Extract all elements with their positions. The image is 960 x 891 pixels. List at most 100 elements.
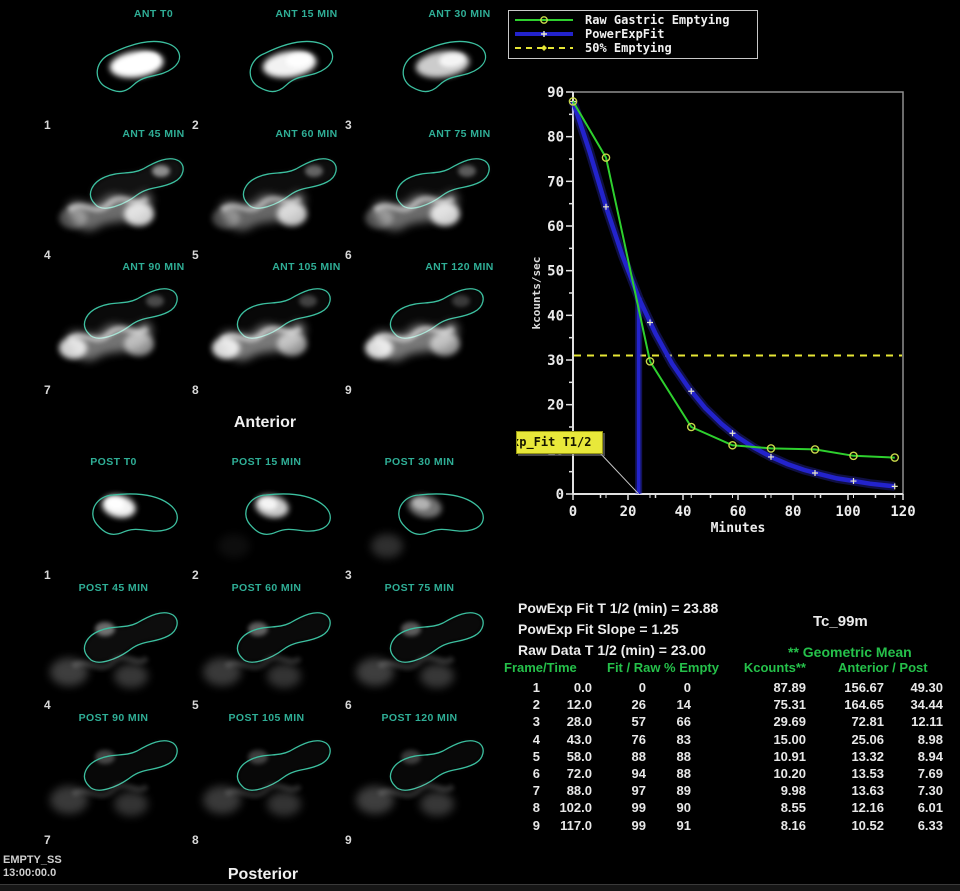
frame-number: 2 (192, 118, 199, 132)
table-cell: 102.0 (559, 800, 592, 816)
t-half-annotation-label: xp_Fit T1/2 (516, 435, 592, 449)
study-footer: EMPTY_SS 13:00:00.0 (3, 854, 62, 880)
table-cell: 88.0 (566, 783, 592, 799)
table-cell: 94 (631, 766, 646, 781)
table-cell: 7 (532, 783, 540, 799)
bowel-activity (356, 654, 456, 688)
study-name: EMPTY_SS (3, 854, 62, 866)
table-cell: 34.44 (910, 697, 943, 713)
y-tick-label: 80 (547, 130, 564, 146)
result-powexp-slope: PowExp Fit Slope = 1.25 (518, 621, 679, 637)
frame-title: POST 30 MIN (384, 456, 455, 468)
fit-data-marker (647, 319, 653, 326)
stomach-roi (402, 40, 487, 93)
frame-number: 5 (192, 698, 199, 712)
bowel-hotspot-left (59, 337, 87, 359)
bowel-loop (67, 195, 150, 213)
annotation-leader-line (599, 452, 640, 495)
table-cell: 43.0 (566, 731, 592, 747)
bowel-activity (356, 782, 456, 816)
frame-number: 6 (345, 698, 352, 712)
table-cell: 14 (676, 697, 691, 713)
table-cell: 75.31 (773, 697, 806, 713)
table-cell: 66 (676, 714, 691, 730)
table-cell: 12.16 (851, 800, 884, 816)
legend-label: Raw Gastric Emptying (585, 13, 730, 27)
stomach-roi (236, 288, 331, 339)
frame-title: POST T0 (90, 456, 137, 468)
x-tick-label: 0 (569, 504, 577, 520)
raw-series-line (572, 100, 895, 459)
frame-title: POST 15 MIN (231, 456, 302, 468)
isotope-label: Tc_99m (813, 613, 868, 630)
bowel-hotspot-right (114, 792, 148, 816)
table-cell: 0 (638, 680, 646, 695)
frame-title: ANT 60 MIN (275, 128, 338, 140)
table-cell: 90 (676, 800, 691, 816)
frame-number: 3 (345, 568, 352, 582)
stomach-activity-core (106, 497, 125, 510)
frame-title: POST 120 MIN (381, 712, 458, 724)
stomach-roi-outline (96, 40, 181, 93)
bowel-activity (212, 191, 307, 231)
frame-title: ANT T0 (133, 8, 174, 20)
y-tick-label: 90 (547, 85, 564, 101)
fit-data-marker (729, 430, 736, 437)
stomach-roi (245, 493, 331, 535)
x-tick-label: 100 (835, 504, 860, 520)
stomach-activity-core (146, 295, 164, 307)
scintigraphy-image (356, 612, 484, 688)
table-cell: 99 (631, 817, 646, 833)
table-cell: 58.0 (566, 748, 592, 764)
frame-number: 7 (44, 383, 51, 397)
bowel-activity (212, 321, 307, 361)
table-cell: 8.55 (780, 800, 806, 816)
legend-label: PowerExpFit (585, 27, 665, 41)
bowel-hotspot-left (365, 337, 393, 359)
raw-data-marker (645, 357, 655, 366)
stomach-roi-outline (402, 40, 487, 93)
y-axis-title: kcounts/sec (530, 257, 543, 330)
frame-number: 5 (192, 248, 199, 262)
frame-title: POST 75 MIN (384, 582, 455, 594)
fit-data-marker (812, 470, 818, 477)
scintigraphy-image (371, 493, 484, 558)
table-cell: 0.0 (573, 680, 592, 695)
frame-number: 4 (44, 248, 51, 262)
bottom-divider (0, 884, 960, 891)
bowel-mass (371, 534, 403, 558)
frame-number: 2 (192, 568, 199, 582)
stomach-roi (83, 612, 178, 663)
stomach-activity-core (439, 52, 465, 68)
bowel-activity (203, 782, 303, 816)
bowel-mass (218, 534, 250, 558)
y-tick-label: 20 (547, 398, 564, 414)
y-tick-label: 70 (547, 174, 564, 190)
fit-data-marker (891, 483, 898, 490)
x-axis-title: Minutes (711, 521, 766, 536)
frame-title: POST 105 MIN (228, 712, 305, 724)
legend-entry: 50% Emptying (515, 41, 751, 55)
stomach-roi (389, 288, 484, 339)
scintigraphy-image (212, 158, 337, 231)
stomach-activity-core (412, 497, 431, 510)
fit-series-line (570, 100, 896, 489)
gastric-emptying-chart: 0102030405060708090020406080100120Minute… (530, 85, 916, 536)
stomach-roi-outline (389, 612, 484, 663)
scintigraphy-image (365, 288, 484, 361)
bowel-activity (203, 654, 303, 688)
stomach-roi-outline (389, 288, 484, 339)
bowel-hotspot-right (267, 664, 301, 688)
scintigraphy-image (59, 158, 184, 231)
bowel-activity (365, 191, 460, 231)
study-time: 13:00:00.0 (3, 867, 57, 879)
frame-number: 9 (345, 383, 352, 397)
col-header-anterior-post: Anterior / Post (838, 660, 928, 675)
anterior-section-label: Anterior (233, 414, 297, 431)
bowel-hotspot-right (114, 664, 148, 688)
scintigraphy-image (50, 740, 178, 816)
t-half-annotation-box[interactable]: xp_Fit T1/2 (516, 431, 603, 454)
raw-data-marker (728, 440, 737, 450)
table-cell: 7.69 (917, 766, 943, 781)
bowel-loop (224, 654, 303, 671)
